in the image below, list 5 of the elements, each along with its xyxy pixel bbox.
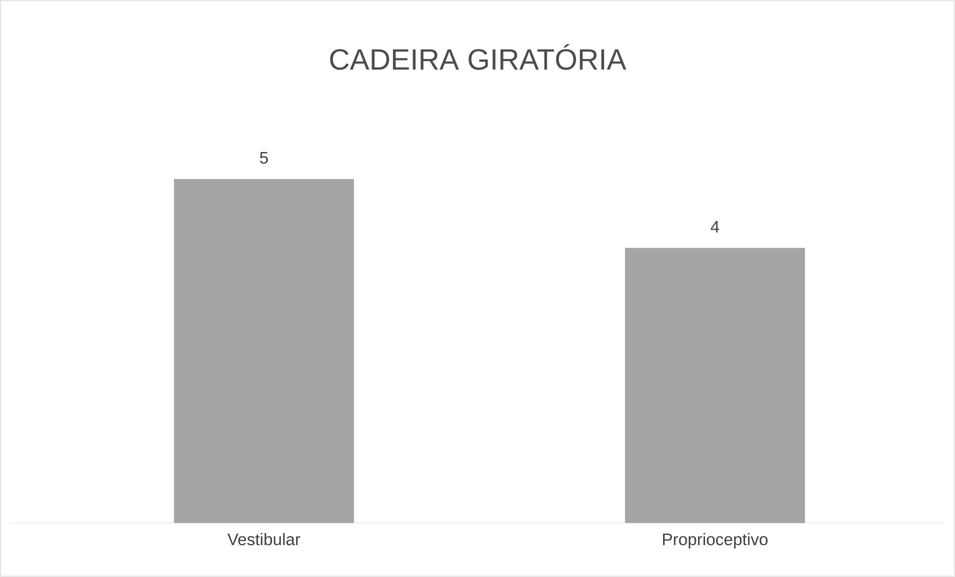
chart-title: CADEIRA GIRATÓRIA bbox=[330, 44, 626, 70]
x-tick-label: Vestibular bbox=[227, 533, 300, 546]
data-label: 4 bbox=[710, 220, 720, 232]
data-label: 5 bbox=[260, 152, 268, 164]
x-tick-label: Proprioceptivo bbox=[663, 533, 768, 549]
